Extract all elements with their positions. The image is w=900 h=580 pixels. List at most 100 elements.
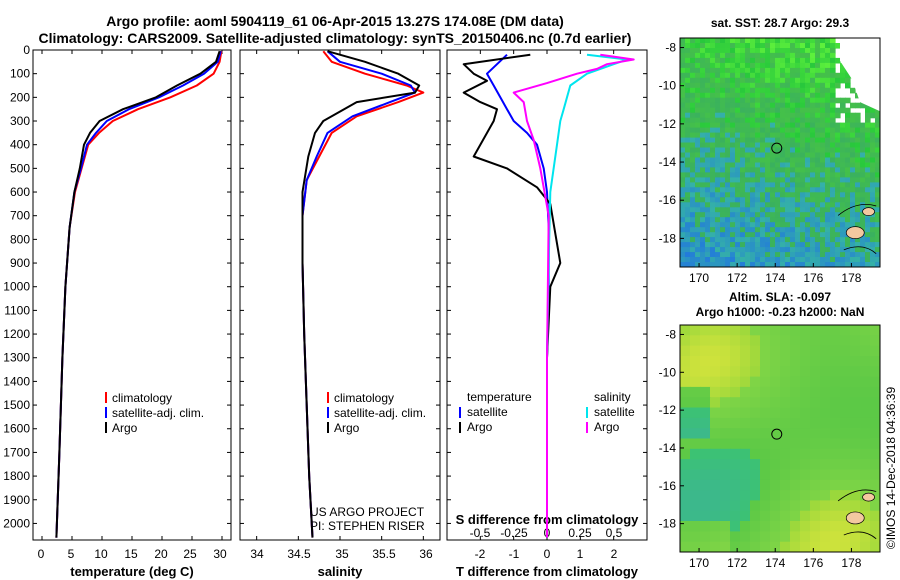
map-cell [855,122,861,129]
map-cell [690,38,696,44]
map-cell [830,376,841,388]
map-cell [750,459,761,470]
map-cell [760,167,766,173]
sla-map-title: Altim. SLA: -0.097 [729,290,831,304]
map-cell [750,97,756,104]
map-cell [835,107,841,114]
map-cell [805,117,811,124]
legend-swatch-t-argo [459,422,461,433]
map-cell [815,43,821,49]
map-cell [825,227,831,233]
map-cell [785,192,791,198]
depth-tick-label: 0 [23,43,30,57]
map-cell [740,469,751,481]
map-cell [755,242,761,248]
map-cell [695,97,701,104]
map-cell [770,376,781,388]
map-cell [855,257,861,263]
map-cell [795,202,801,208]
map-cell [870,397,880,409]
map-cell [830,202,836,208]
map-cell [765,257,771,263]
map-cell [750,448,761,460]
map-cell [715,222,721,228]
map-cell [770,222,776,228]
map-cell [710,428,721,440]
map-cell [785,117,791,124]
series-line-t-satellite [486,53,550,538]
map-cell [795,132,801,139]
map-cell [860,102,866,109]
map-cell [850,386,861,398]
map-cell [780,376,791,388]
salinity-x-tick-labels: 34 34.5 35 35.5 36 [250,547,433,561]
map-cell [850,531,861,543]
map-cell [755,87,761,94]
map-cell [735,172,741,178]
map-cell [695,142,701,149]
map-cell [765,237,771,243]
map-cell [800,257,806,263]
map-cell [820,127,826,134]
map-cell [795,152,801,159]
map-cell [725,142,731,149]
map-cell [780,500,791,512]
map-cell [780,72,786,79]
map-cell [810,97,816,104]
map-cell [815,147,821,154]
map-cell [735,222,741,228]
map-cell [760,43,766,49]
map-cell [790,356,801,367]
map-cell [770,48,776,54]
map-cell [705,187,711,193]
map-cell [860,335,871,347]
map-cell [775,262,781,267]
map-cell [710,207,716,213]
map-cell [870,490,880,501]
map-cell [720,417,731,429]
map-cell [755,72,761,79]
map-cell [745,52,751,59]
map-cell [870,132,876,139]
legend-swatch-climatology [105,392,107,403]
map-cell [865,152,871,159]
depth-tick-label: 1400 [3,374,30,388]
map-cell [810,147,816,154]
map-cell [690,177,696,183]
map-cell [810,531,821,543]
map-cell [810,262,816,267]
map-cell [780,448,791,460]
map-cell [760,227,766,233]
map-cell [785,67,791,74]
map-cell [735,57,741,64]
map-cell [840,262,846,267]
map-cell [680,132,686,139]
map-cell [830,57,836,64]
map-cell [750,262,756,267]
map-cell [760,92,766,99]
map-cell [845,167,851,173]
map-cell [755,122,761,129]
map-cell [690,137,696,144]
map-cell [745,137,751,144]
map-cell [745,87,751,94]
map-cell [835,197,841,203]
map-cell [730,152,736,159]
map-cell [705,87,711,94]
legend-label: climatology [334,391,394,405]
map-cell [770,252,776,258]
map-cell [850,356,861,367]
map-cell [680,469,691,481]
map-cell [775,43,781,49]
map-cell [710,345,721,357]
map-cell [735,177,741,183]
map-cell [870,541,880,552]
map-cell [845,217,851,223]
map-cell [850,147,856,154]
map-cell [830,92,836,99]
map-cell [680,112,686,119]
map-cell [845,252,851,258]
map-cell [805,257,811,263]
map-cell [715,147,721,154]
map-cell [800,237,806,243]
